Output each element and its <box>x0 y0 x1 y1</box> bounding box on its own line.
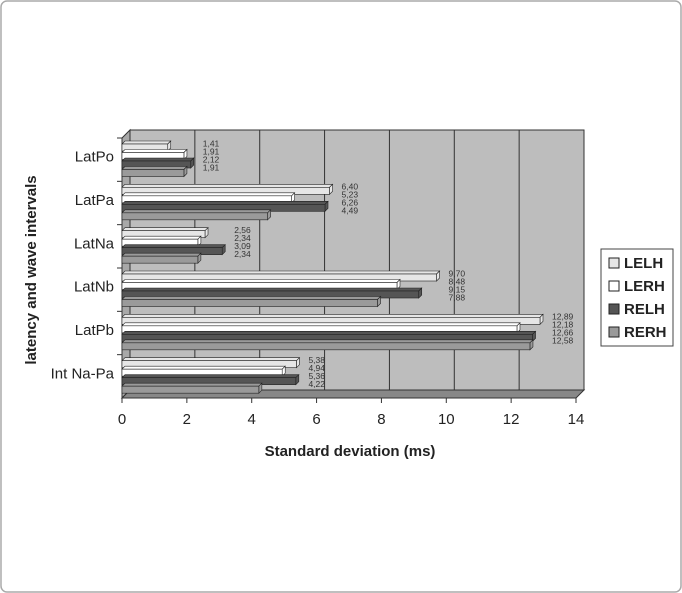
value-label: 5,36 <box>308 371 325 381</box>
bar-top <box>121 279 401 283</box>
value-label: 8,48 <box>449 276 466 286</box>
legend-swatch <box>608 326 620 338</box>
x-tick-label: 10 <box>438 411 455 428</box>
value-label: 6,26 <box>342 198 359 208</box>
bar-top <box>121 270 441 275</box>
legend-label: LERH <box>624 278 665 295</box>
bar <box>121 385 260 394</box>
x-tick-label: 8 <box>377 411 385 428</box>
legend-swatch <box>608 303 620 315</box>
bar-top <box>121 331 537 335</box>
value-label: 6,40 <box>342 182 359 192</box>
x-tick-label: 12 <box>503 411 520 428</box>
y-tick-label: Int Na-Pa <box>51 365 115 382</box>
value-label: 12,58 <box>552 336 574 346</box>
y-tick-label: LatPo <box>75 149 114 166</box>
bar-top <box>121 209 272 214</box>
y-tick-label: LatPb <box>75 322 114 339</box>
bar-top <box>121 339 534 344</box>
value-label: 4,49 <box>342 206 359 216</box>
y-axis-title: latency and wave intervals <box>23 175 40 364</box>
bar-top <box>121 166 188 170</box>
bar-top <box>121 357 301 361</box>
bar-top <box>121 227 209 231</box>
value-label: 2,56 <box>234 225 251 235</box>
x-tick-label: 0 <box>118 411 126 428</box>
bar-top <box>121 314 544 318</box>
bar-top <box>121 382 263 387</box>
value-label: 12,18 <box>552 320 574 330</box>
value-label: 2,34 <box>234 249 251 259</box>
bar-top <box>121 157 195 162</box>
bar-top <box>121 235 202 240</box>
legend-label: RERH <box>624 324 667 341</box>
bar-top <box>121 365 286 370</box>
value-label: 2,34 <box>234 233 251 243</box>
bar <box>121 169 185 177</box>
bar-top <box>121 287 423 292</box>
value-label: 9,70 <box>449 268 466 278</box>
x-tick-label: 4 <box>248 411 256 428</box>
bar-top <box>121 374 300 378</box>
y-tick-label: LatNa <box>74 235 115 252</box>
value-label: 7,88 <box>449 292 466 302</box>
value-label: 12,89 <box>552 312 574 322</box>
legend-label: RELH <box>624 301 665 318</box>
value-label: 4,94 <box>308 363 325 373</box>
bar-top <box>121 322 521 327</box>
value-label: 5,38 <box>308 355 325 365</box>
bar-top <box>121 244 226 248</box>
bar-top <box>121 192 296 197</box>
value-label: 1,91 <box>203 146 220 156</box>
value-label: 2,12 <box>203 154 220 164</box>
x-tick-label: 14 <box>568 411 585 428</box>
bar <box>121 212 268 221</box>
value-label: 1,91 <box>203 162 220 172</box>
value-label: 3,09 <box>234 241 251 251</box>
bar-top <box>121 140 172 145</box>
legend-label: LELH <box>624 255 663 272</box>
x-tick-label: 6 <box>312 411 320 428</box>
bar-top <box>121 149 188 153</box>
bar-top <box>121 296 382 300</box>
value-label: 4,22 <box>308 379 325 389</box>
value-label: 5,23 <box>342 190 359 200</box>
x-axis-title: Standard deviation (ms) <box>265 443 436 460</box>
bar-top <box>121 201 329 205</box>
bar <box>121 342 531 351</box>
legend-swatch <box>608 280 620 292</box>
value-label: 9,15 <box>449 284 466 294</box>
legend-swatch <box>608 257 620 269</box>
y-tick-label: LatPa <box>75 192 115 209</box>
x-tick-label: 2 <box>183 411 191 428</box>
value-label: 12,66 <box>552 328 574 338</box>
y-tick-label: LatNb <box>74 279 114 296</box>
bar <box>121 255 199 264</box>
bar-top <box>121 184 334 188</box>
value-label: 1,41 <box>203 138 220 148</box>
bar <box>121 299 378 307</box>
bar-top <box>121 252 202 257</box>
